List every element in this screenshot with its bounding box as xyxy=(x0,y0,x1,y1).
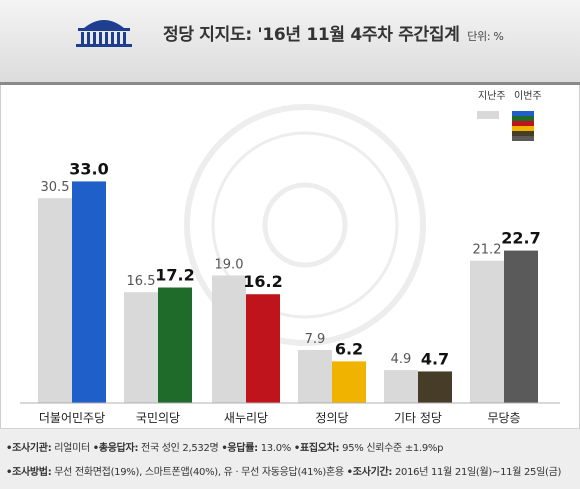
label-curr-1: 17.2 xyxy=(155,266,194,285)
label-curr-0: 33.0 xyxy=(69,159,108,178)
category-label-4: 기타 정당 xyxy=(394,411,442,425)
foot1-label-1: •총응답자: xyxy=(92,443,139,454)
bar-curr-0 xyxy=(72,181,106,403)
header-band xyxy=(0,0,580,82)
legend-swatch-curr-1 xyxy=(512,116,534,121)
bar-prev-5 xyxy=(470,260,504,403)
footer-notes: •조사기관: 리얼미터 •총응답자: 전국 성인 2,532명 •응답률: 13… xyxy=(0,428,580,489)
foot1-label-3: •표집오차: xyxy=(293,443,340,454)
bar-chart: 30.5 33.0 16.5 17.2 19.016.2 7.9 6.2 4.9 4.7 21.2… xyxy=(20,104,560,425)
label-curr-3: 6.2 xyxy=(335,339,363,358)
bar-curr-4 xyxy=(418,371,452,403)
legend-swatches xyxy=(477,111,534,141)
legend-prev-label: 지난주 xyxy=(478,91,506,102)
category-label-1: 국민의당 xyxy=(136,411,180,425)
bar-curr-3 xyxy=(332,361,366,403)
foot2-value-0: 무선 전화면접(19%), 스마트폰앱(40%), 유 · 무선 자동응답(41… xyxy=(51,467,347,478)
header-divider xyxy=(0,82,580,85)
legend-swatch-curr-5 xyxy=(512,136,534,141)
foot1-label-2: •응답률: xyxy=(221,443,258,454)
foot1-value-0: 리얼미터 xyxy=(51,443,93,454)
national-assembly-logo xyxy=(76,20,132,47)
foot1-value-1: 전국 성인 2,532명 xyxy=(138,443,222,454)
category-label-5: 무당층 xyxy=(487,411,520,425)
label-prev-3: 7.9 xyxy=(305,332,326,347)
unit-label: 단위: % xyxy=(467,30,504,43)
label-prev-0: 30.5 xyxy=(41,180,70,195)
bar-prev-1 xyxy=(124,292,158,403)
foot2-value-1: 2016년 11월 21일(월)~11월 25일(금) xyxy=(392,467,562,478)
label-curr-2: 16.2 xyxy=(243,272,282,291)
bar-curr-5 xyxy=(504,250,538,403)
legend-swatch-curr-3 xyxy=(512,126,534,131)
category-label-0: 더불어민주당 xyxy=(39,411,105,425)
footer-line-2: •조사방법: 무선 전화면접(19%), 스마트폰앱(40%), 유 · 무선 … xyxy=(6,463,561,478)
label-prev-4: 4.9 xyxy=(391,352,412,367)
foot2-label-1: •조사기간: xyxy=(346,467,393,478)
legend-swatch-prev xyxy=(477,111,499,119)
bar-prev-0 xyxy=(38,198,72,403)
label-prev-5: 21.2 xyxy=(473,243,502,258)
assembly-seal-watermark xyxy=(184,104,426,346)
foot1-label-0: •조사기관: xyxy=(6,443,52,454)
legend-swatch-curr-2 xyxy=(512,121,534,126)
label-curr-5: 22.7 xyxy=(501,229,540,248)
category-label-3: 정의당 xyxy=(315,411,348,425)
bar-curr-2 xyxy=(246,294,280,403)
legend-curr-label: 이번주 xyxy=(514,91,542,102)
bar-curr-1 xyxy=(158,287,192,403)
category-label-2: 새누리당 xyxy=(224,411,268,425)
footer-line-1: •조사기관: 리얼미터 •총응답자: 전국 성인 2,532명 •응답률: 13… xyxy=(6,439,443,454)
label-prev-2: 19.0 xyxy=(215,257,244,272)
foot1-value-3: 95% 신뢰수준 ±1.9%p xyxy=(339,443,444,454)
bar-prev-3 xyxy=(298,349,332,403)
legend-swatch-curr-4 xyxy=(512,131,534,136)
label-prev-1: 16.5 xyxy=(127,274,156,289)
bar-prev-4 xyxy=(384,370,418,403)
title-text: 정당 지지도: '16년 11월 4주차 주간집계 xyxy=(163,25,460,45)
chart-title: 정당 지지도: '16년 11월 4주차 주간집계 단위: % xyxy=(163,20,504,45)
label-curr-4: 4.7 xyxy=(421,349,449,368)
legend-swatch-curr-0 xyxy=(512,111,534,116)
foot1-value-2: 13.0% xyxy=(257,443,294,454)
foot2-label-0: •조사방법: xyxy=(6,467,52,478)
bar-prev-2 xyxy=(212,275,246,403)
